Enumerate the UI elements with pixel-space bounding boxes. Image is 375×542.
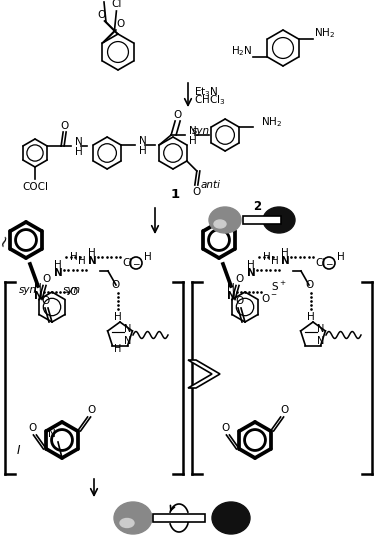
Text: O: O — [116, 19, 124, 29]
Text: $-$: $-$ — [325, 259, 333, 268]
Ellipse shape — [120, 519, 134, 527]
Text: N: N — [88, 256, 96, 266]
Ellipse shape — [263, 207, 295, 233]
Text: NH$_2$: NH$_2$ — [261, 115, 282, 129]
Text: Cl: Cl — [123, 258, 133, 268]
Text: N: N — [226, 291, 236, 301]
Ellipse shape — [212, 502, 250, 534]
Text: anti: anti — [201, 180, 221, 190]
Text: Cl: Cl — [316, 258, 326, 268]
Text: O: O — [112, 280, 120, 290]
Text: H: H — [337, 252, 345, 262]
Text: Cl: Cl — [111, 0, 122, 9]
Text: H: H — [263, 252, 271, 262]
Text: 1: 1 — [170, 189, 180, 202]
Text: O: O — [60, 121, 68, 131]
Text: N: N — [48, 429, 56, 439]
Text: H: H — [271, 256, 279, 266]
Text: N: N — [280, 256, 290, 266]
Text: $-$: $-$ — [132, 259, 140, 268]
Text: syn: syn — [192, 126, 210, 136]
Text: N: N — [124, 324, 132, 334]
Bar — [153, 514, 205, 522]
Ellipse shape — [114, 502, 152, 534]
Text: H: H — [144, 252, 152, 262]
Text: O: O — [280, 405, 289, 415]
Text: N: N — [247, 268, 255, 279]
Text: H: H — [189, 136, 197, 146]
Ellipse shape — [209, 207, 241, 233]
Text: H: H — [114, 344, 122, 354]
Text: N: N — [189, 126, 197, 136]
Text: O: O — [28, 423, 36, 433]
Text: COCl: COCl — [22, 182, 48, 192]
Text: N: N — [124, 336, 132, 346]
Text: O: O — [70, 287, 78, 297]
Text: H: H — [54, 261, 62, 270]
Text: O: O — [221, 423, 230, 433]
Text: O: O — [305, 280, 313, 290]
Text: H: H — [75, 147, 83, 157]
Text: NH$_2$: NH$_2$ — [314, 26, 335, 40]
Text: O: O — [42, 296, 50, 306]
Text: N: N — [75, 137, 83, 147]
Text: H: H — [70, 252, 78, 262]
Text: O: O — [235, 274, 243, 283]
Text: 2: 2 — [253, 201, 261, 214]
Text: O: O — [173, 110, 181, 120]
Text: H: H — [78, 256, 86, 266]
Text: syn: syn — [63, 285, 81, 295]
Bar — [243, 216, 281, 224]
Text: H$_2$N: H$_2$N — [231, 44, 252, 58]
Text: ~: ~ — [0, 231, 13, 249]
Text: N: N — [54, 268, 62, 279]
Text: N: N — [139, 136, 147, 146]
Text: H: H — [34, 283, 42, 293]
Text: N: N — [317, 336, 325, 346]
Text: H: H — [307, 312, 315, 322]
Text: H: H — [114, 312, 122, 322]
Text: O$^-$: O$^-$ — [261, 292, 278, 304]
Text: O: O — [87, 405, 96, 415]
Text: O: O — [98, 10, 106, 20]
Ellipse shape — [214, 220, 226, 228]
Text: H: H — [247, 261, 255, 270]
Text: S$^+$: S$^+$ — [271, 280, 287, 293]
Text: Et$_3$N: Et$_3$N — [194, 85, 218, 99]
Text: O: O — [235, 296, 243, 306]
Text: syn: syn — [19, 285, 37, 295]
Text: H: H — [227, 283, 235, 293]
Text: N: N — [317, 324, 325, 334]
Text: CHCl$_3$: CHCl$_3$ — [194, 93, 225, 107]
Text: I: I — [16, 443, 20, 456]
Text: O: O — [42, 274, 50, 283]
Text: O: O — [193, 187, 201, 197]
Text: H: H — [139, 146, 147, 156]
Text: N: N — [34, 291, 42, 301]
Text: H: H — [88, 248, 96, 258]
Polygon shape — [188, 360, 220, 388]
Text: H: H — [281, 248, 289, 258]
